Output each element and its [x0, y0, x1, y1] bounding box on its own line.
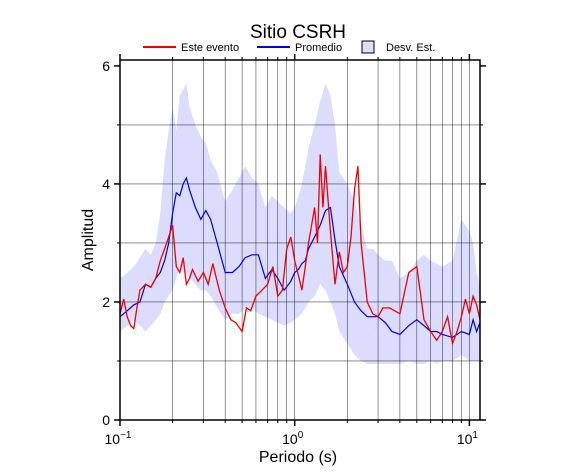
- legend: Este evento Promedio Desv. Est.: [143, 40, 435, 54]
- legend-label-este-evento: Este evento: [181, 42, 239, 54]
- chart-title: Sitio CSRH: [250, 22, 346, 43]
- x-tick-label: 10−1: [105, 430, 132, 447]
- x-tick-label: 100: [282, 430, 304, 447]
- plot-area: [119, 60, 481, 420]
- x-axis-title: Periodo (s): [259, 449, 337, 466]
- axes: 0 2 4 6 10−1 100 101: [102, 54, 486, 447]
- plot-frame: [119, 59, 481, 421]
- x-tick-label: 101: [457, 430, 479, 447]
- y-tick-label: 2: [102, 294, 110, 310]
- y-tick-label: 4: [102, 176, 110, 192]
- y-axis-title: Amplitud: [80, 209, 97, 271]
- legend-label-promedio: Promedio: [295, 42, 342, 54]
- y-tick-label: 6: [102, 58, 110, 74]
- series-line-promedio: [119, 176, 481, 339]
- y-tick-label: 0: [102, 412, 110, 428]
- std-dev-band: [120, 83, 480, 364]
- legend-label-desv-est: Desv. Est.: [386, 42, 435, 54]
- legend-swatch-desv-est: [361, 40, 375, 54]
- series-line-este-evento: [119, 154, 481, 346]
- grid: [120, 60, 480, 420]
